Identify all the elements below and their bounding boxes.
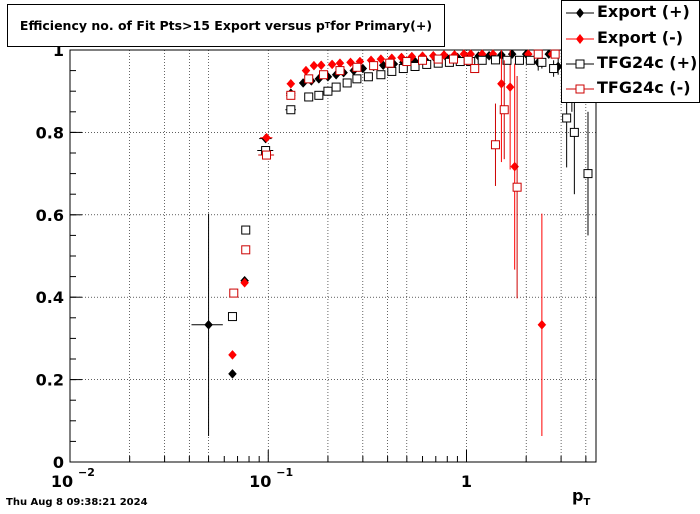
data-point [387, 66, 397, 76]
chart-title: Efficiency no. of Fit Pts>15 Export vers… [7, 4, 445, 47]
data-point [319, 70, 329, 80]
data-point [490, 55, 500, 65]
data-point [286, 78, 296, 89]
legend-square-red-icon [566, 84, 594, 94]
data-point [301, 65, 311, 76]
data-point [533, 49, 543, 59]
x-tick-exponent: −2 [78, 466, 95, 479]
series-2 [227, 55, 593, 322]
y-tick-label: 0.4 [36, 288, 64, 307]
x-tick-label: 10 [249, 472, 271, 491]
data-point [304, 92, 314, 102]
x-tick-label: 10 [51, 472, 73, 491]
data-point [262, 132, 271, 143]
data-point [229, 288, 239, 298]
data-point [514, 55, 524, 65]
y-tick-label: 0.8 [36, 123, 64, 142]
chart-title-prefix: Efficiency no. of Fit Pts>15 Export vers… [19, 18, 325, 33]
series-3 [229, 49, 560, 299]
series-0 [191, 49, 577, 437]
timestamp: Thu Aug 8 09:38:21 2024 [6, 497, 148, 508]
data-point [433, 54, 443, 64]
y-tick-label: 0 [53, 453, 64, 472]
data-point [335, 66, 345, 76]
data-point [490, 140, 500, 150]
legend-square-black-icon [566, 59, 594, 69]
data-point [352, 74, 362, 84]
x-axis-title-main: p [572, 486, 584, 505]
x-tick-label: 1 [461, 472, 472, 491]
legend-entry-export-minus: Export (-) [562, 27, 700, 51]
legend-entry-tfg-plus: TFG24c (+) [562, 52, 700, 76]
data-point [369, 61, 379, 71]
legend-label: Export (+) [597, 2, 690, 21]
y-tick-label: 0.2 [36, 371, 64, 390]
data-point [228, 350, 237, 360]
data-point [499, 105, 509, 115]
data-point [449, 54, 459, 64]
data-point [376, 54, 386, 64]
legend-entry-export-plus: Export (+) [562, 1, 700, 25]
data-point [525, 55, 535, 65]
data-point [363, 72, 373, 82]
data-point [512, 182, 522, 192]
series-1 [228, 49, 557, 437]
data-point [304, 74, 314, 84]
data-point [227, 312, 237, 322]
data-point [262, 150, 272, 160]
data-point [314, 90, 324, 100]
chart-legend: Export (+) Export (-) TFG24c (+) TFG24c … [561, 0, 700, 103]
data-point [463, 55, 473, 65]
chart-title-suffix: for Primary(+) [330, 18, 433, 33]
data-point [410, 61, 420, 71]
legend-label: TFG24c (+) [597, 53, 698, 72]
data-point [569, 127, 579, 137]
data-point [537, 319, 547, 330]
axes: 0 0.2 0.4 0.6 0.8 1 10 −2 10 −1 1 [36, 41, 597, 491]
data-point [327, 59, 337, 70]
data-point [204, 319, 213, 330]
data-point [418, 55, 428, 65]
legend-label: TFG24c (-) [597, 78, 691, 97]
data-point [549, 64, 559, 74]
data-point [502, 55, 512, 65]
data-point [316, 60, 326, 71]
data-point [241, 225, 251, 235]
legend-entry-tfg-minus: TFG24c (-) [562, 77, 700, 101]
data-point [583, 169, 593, 179]
data-point [331, 82, 341, 92]
data-point [505, 82, 515, 92]
data-point [385, 58, 395, 68]
data-series [191, 49, 593, 437]
legend-diamond-black-icon [566, 8, 594, 18]
x-tick-exponent: −1 [276, 466, 293, 479]
data-point [323, 86, 333, 96]
data-point [470, 64, 480, 74]
data-point [240, 277, 249, 288]
data-point [562, 113, 572, 123]
data-point [309, 60, 319, 71]
y-tick-label: 0.6 [36, 206, 64, 225]
data-point [550, 49, 560, 59]
data-point [537, 57, 547, 67]
data-point [228, 368, 237, 379]
data-point [376, 70, 386, 80]
data-point [286, 90, 296, 100]
x-axis-title-sub: T [583, 497, 591, 509]
x-axis-title: pT [572, 486, 590, 508]
data-point [241, 245, 251, 255]
data-point [352, 62, 362, 72]
data-point [402, 57, 412, 67]
legend-label: Export (-) [597, 28, 684, 47]
y-tick-label: 1 [53, 41, 64, 60]
data-point [342, 78, 352, 88]
legend-diamond-red-icon [566, 34, 594, 44]
chart-title-subscript: T [324, 21, 331, 30]
data-point [477, 55, 487, 65]
data-point [286, 105, 296, 115]
